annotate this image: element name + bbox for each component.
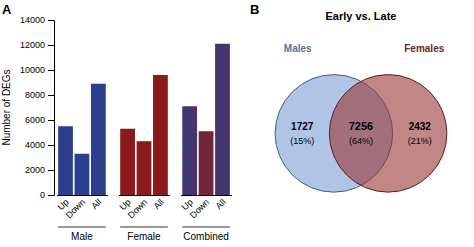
y-tick: 0 xyxy=(40,190,54,200)
group-line xyxy=(120,227,168,228)
venn-title: Early vs. Late xyxy=(326,10,397,22)
y-tick-label: 12000 xyxy=(20,40,45,50)
set-label: Males xyxy=(284,43,312,54)
bars xyxy=(58,44,230,195)
y-tick: 12000 xyxy=(20,40,54,50)
bar xyxy=(153,75,168,195)
x-axis-line xyxy=(119,195,170,196)
region-share: (64%) xyxy=(349,136,373,146)
bar xyxy=(215,44,230,195)
y-tick-mark xyxy=(48,45,54,46)
y-tick-mark xyxy=(48,20,54,21)
x-axis: UpDownAll xyxy=(118,195,170,220)
y-tick: 4000 xyxy=(25,140,54,150)
x-tick: All xyxy=(89,195,103,211)
y-tick-mark xyxy=(48,120,54,121)
region-value: 1727 xyxy=(291,121,314,132)
y-tick-mark xyxy=(48,170,54,171)
y-tick-mark xyxy=(48,95,54,96)
set-label: Females xyxy=(404,43,444,54)
y-axis-title: Number of DEGs xyxy=(1,69,12,145)
y-axis: 0 2000 4000 6000 8000 10000 12000 14000 xyxy=(20,15,55,200)
group-line xyxy=(182,227,230,228)
panel-label: A xyxy=(2,2,12,17)
bar-panel: 0 2000 4000 6000 8000 10000 12000 14000 Number o… xyxy=(1,2,232,242)
bar xyxy=(120,129,135,195)
group-label: Female xyxy=(127,231,161,242)
bar xyxy=(58,126,73,195)
y-tick-label: 10000 xyxy=(20,65,45,75)
x-tick-label: Down xyxy=(126,197,149,220)
y-tick-mark xyxy=(48,145,54,146)
y-tick-label: 2000 xyxy=(25,165,45,175)
y-tick: 6000 xyxy=(25,115,54,125)
x-tick-label: All xyxy=(214,197,228,211)
bar xyxy=(137,141,152,195)
bar xyxy=(199,131,214,195)
region-share: (15%) xyxy=(290,136,314,146)
x-tick: Down xyxy=(188,195,211,220)
x-axis: UpDownAll xyxy=(56,195,108,220)
x-tick-label: Down xyxy=(188,197,211,220)
venn-panel: Males Females 1727 (15%) 7256 (64%) 2432 (21%) E… xyxy=(250,2,447,192)
group-label: Male xyxy=(71,231,93,242)
x-tick: Down xyxy=(64,195,87,220)
bar xyxy=(91,84,106,195)
set-circle xyxy=(329,75,447,193)
region-value: 7256 xyxy=(349,120,373,132)
x-tick-label: All xyxy=(151,197,165,211)
x-tick-label: All xyxy=(89,197,103,211)
y-tick: 10000 xyxy=(20,65,54,75)
y-tick: 2000 xyxy=(25,165,54,175)
figure: 0 2000 4000 6000 8000 10000 12000 14000 Number o… xyxy=(0,0,474,247)
y-tick: 14000 xyxy=(20,15,54,25)
y-tick-label: 14000 xyxy=(20,15,45,25)
y-tick-label: 0 xyxy=(40,190,45,200)
x-axis: UpDownAll xyxy=(180,195,232,220)
y-tick-label: 8000 xyxy=(25,90,45,100)
venn-circles xyxy=(275,75,447,193)
y-axis-line xyxy=(48,21,55,196)
y-tick-label: 4000 xyxy=(25,140,45,150)
x-tick-label: Down xyxy=(64,197,87,220)
region-value: 2432 xyxy=(409,121,432,132)
group-label: Combined xyxy=(183,231,229,242)
x-tick: All xyxy=(151,195,165,211)
panel-label: B xyxy=(250,2,259,17)
x-tick: All xyxy=(214,195,228,211)
bar xyxy=(75,154,90,195)
region-share: (21%) xyxy=(408,136,432,146)
y-tick-mark xyxy=(48,195,54,196)
x-axis-line xyxy=(181,195,232,196)
y-tick: 8000 xyxy=(25,90,54,100)
group-line xyxy=(58,227,106,228)
bar xyxy=(182,106,197,195)
x-tick: Down xyxy=(126,195,149,220)
y-tick-label: 6000 xyxy=(25,115,45,125)
y-tick-mark xyxy=(48,70,54,71)
x-axis-line xyxy=(57,195,108,196)
